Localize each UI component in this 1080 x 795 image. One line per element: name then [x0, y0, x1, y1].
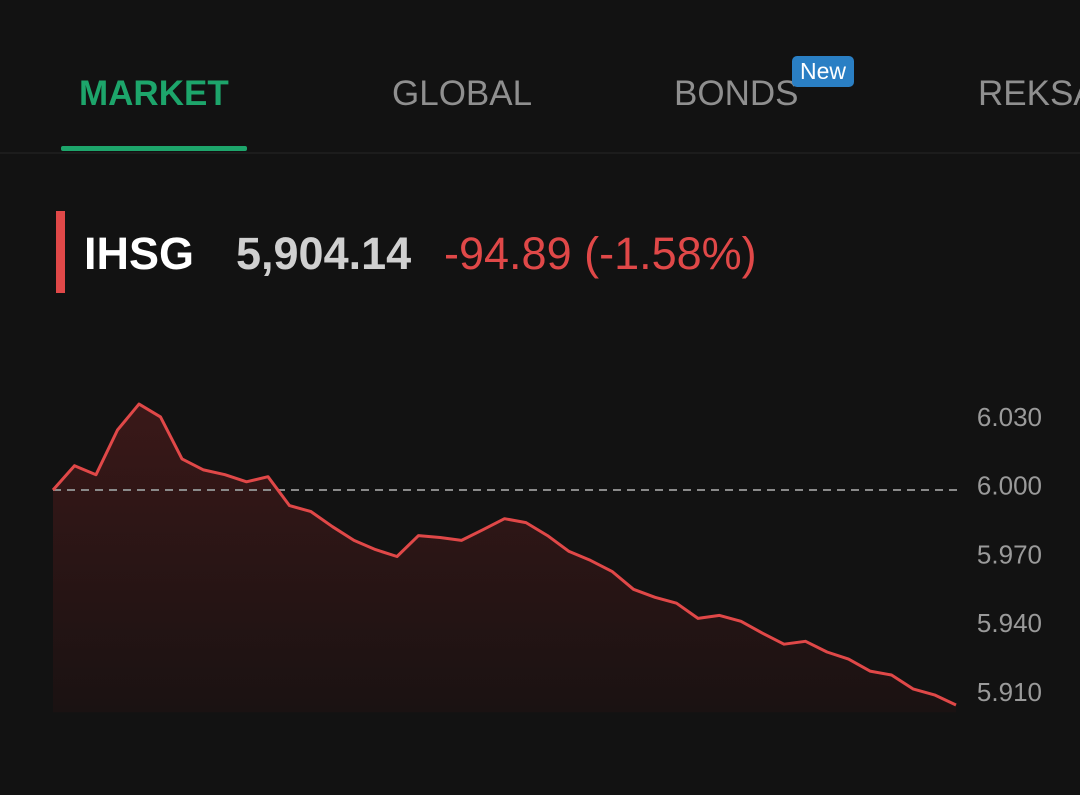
y-tick-label: 6.000	[977, 471, 1042, 501]
symbol: IHSG	[84, 228, 195, 279]
y-tick-label: 6.030	[977, 402, 1042, 432]
tab-reksa[interactable]: REKSA	[978, 74, 1080, 113]
tab-bonds[interactable]: BONDS	[674, 74, 799, 113]
price: 5,904.14	[236, 228, 412, 279]
tab-market[interactable]: MARKET	[79, 74, 229, 113]
accent-bar	[56, 211, 65, 293]
tab-global[interactable]: GLOBAL	[392, 74, 533, 113]
active-tab-indicator	[61, 146, 247, 151]
area-fill	[53, 404, 956, 713]
y-tick-label: 5.910	[977, 677, 1042, 707]
y-tick-label: 5.970	[977, 539, 1042, 569]
divider	[0, 152, 1080, 154]
change: -94.89 (-1.58%)	[444, 228, 757, 279]
new-badge: New	[792, 56, 855, 87]
price-line	[51, 402, 957, 707]
y-tick-label: 5.940	[977, 608, 1042, 638]
